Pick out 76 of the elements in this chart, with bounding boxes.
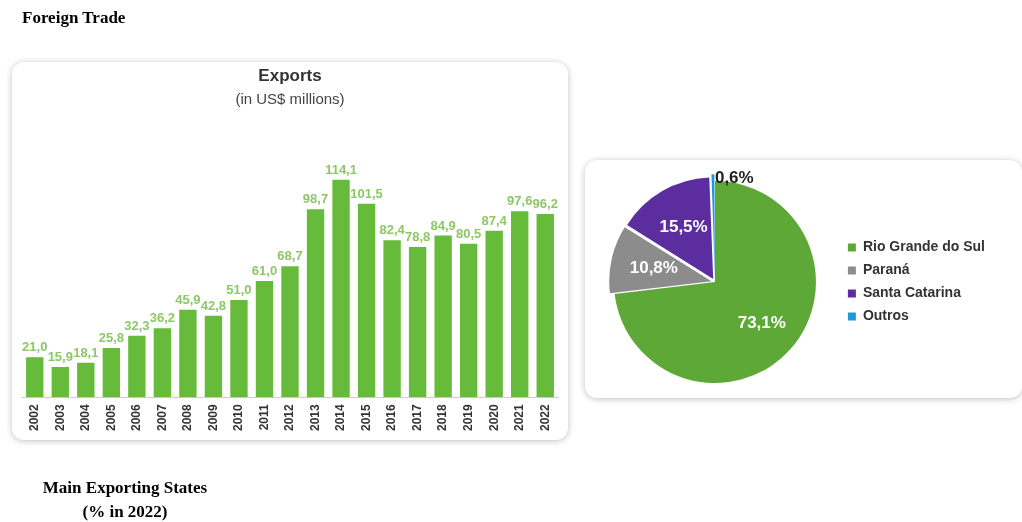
x-tick-label: 2022 <box>537 403 552 432</box>
data-label: 15,5% <box>659 217 708 237</box>
data-label: 10,8% <box>629 258 678 278</box>
x-tick-label: 2009 <box>205 403 220 432</box>
x-tick-label: 2016 <box>384 403 399 432</box>
data-label: 97,6 <box>507 193 533 209</box>
bar <box>102 348 121 398</box>
x-tick-label: 2014 <box>333 403 348 432</box>
x-tick-label: 2002 <box>27 403 42 432</box>
data-label: 80,5 <box>456 225 482 241</box>
bar <box>383 240 401 398</box>
data-label: 21,0 <box>22 339 48 355</box>
bar <box>459 243 478 398</box>
x-tick-label: 2018 <box>435 403 450 432</box>
chart-subtitle: (in US$ millions) <box>235 89 345 107</box>
data-label: 98,7 <box>302 191 329 207</box>
bar <box>26 357 44 398</box>
data-label: 101,5 <box>350 185 383 201</box>
x-tick-label: 2013 <box>307 403 322 432</box>
text: (% in 2022) <box>81 501 169 522</box>
x-tick-label: 2003 <box>52 403 67 432</box>
bar <box>179 309 197 398</box>
bar <box>204 315 223 398</box>
bar <box>434 235 452 398</box>
data-label: 18,1 <box>73 344 99 360</box>
bar <box>408 247 427 398</box>
data-label: 61,0 <box>251 263 278 279</box>
bar <box>332 179 350 398</box>
x-tick-label: 2011 <box>256 403 271 431</box>
data-label: 42,8 <box>200 297 227 313</box>
data-label: 25,8 <box>98 330 124 346</box>
bar <box>255 281 274 398</box>
data-label: 96,2 <box>532 195 558 211</box>
legend-label: Outros <box>862 307 909 324</box>
bar <box>536 213 554 398</box>
bar <box>485 230 503 398</box>
x-tick-label: 2020 <box>486 403 501 432</box>
x-tick-label: 2007 <box>154 403 169 432</box>
bar <box>281 266 299 398</box>
x-tick-label: 2021 <box>512 403 527 432</box>
x-tick-label: 2012 <box>282 403 297 432</box>
data-label: 32,3 <box>124 317 150 333</box>
bar <box>51 366 69 398</box>
data-label: 84,9 <box>430 217 456 233</box>
x-tick-label: 2017 <box>409 403 424 432</box>
x-tick-label: 2019 <box>460 403 475 432</box>
x-tick-label: 2008 <box>180 403 195 432</box>
bar <box>153 328 172 398</box>
bar <box>511 211 529 398</box>
bar <box>128 335 146 398</box>
data-label: 73,1% <box>737 313 786 333</box>
data-label: 68,7 <box>277 248 303 264</box>
x-tick-label: 2004 <box>78 403 93 432</box>
data-label: 45,9 <box>175 291 201 307</box>
chart-title: Exports <box>258 65 322 85</box>
legend-label: Paraná <box>862 261 910 278</box>
x-tick-label: 2010 <box>231 403 246 432</box>
legend-label: Santa Catarina <box>862 284 962 301</box>
data-label: 36,2 <box>149 310 176 326</box>
data-label: 51,0 <box>226 282 252 298</box>
x-tick-label: 2015 <box>358 403 373 432</box>
x-tick-label: 2006 <box>129 403 144 432</box>
text: Main Exporting States <box>41 477 209 499</box>
bar <box>77 362 95 398</box>
data-label: 78,8 <box>404 229 431 245</box>
data-label: 82,4 <box>379 222 406 238</box>
text: Foreign Trade <box>22 8 126 28</box>
bar <box>230 300 248 398</box>
bar <box>357 203 376 398</box>
bar <box>306 209 325 398</box>
legend-label: Rio Grande do Sul <box>862 238 986 255</box>
data-label: 87,4 <box>481 212 508 228</box>
data-label: 114,1 <box>325 161 357 177</box>
data-label: 15,9 <box>47 349 73 365</box>
data-label: 0,6% <box>714 168 754 188</box>
x-tick-label: 2005 <box>103 403 118 432</box>
